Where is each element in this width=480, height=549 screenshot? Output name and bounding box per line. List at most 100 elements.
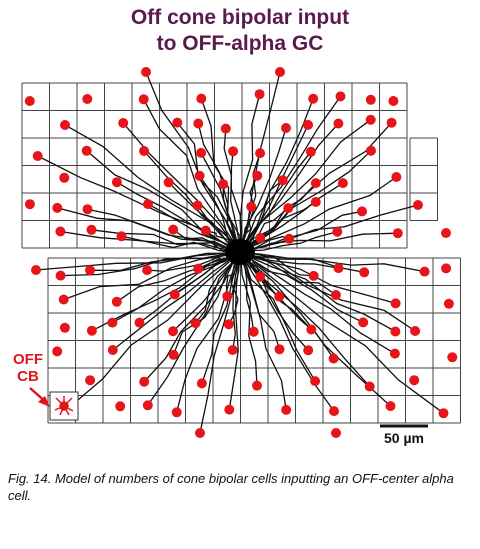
dendrite <box>143 98 235 244</box>
title-line: Off cone bipolar input <box>131 6 349 29</box>
bipolar-dot <box>24 96 35 106</box>
dendrite <box>240 259 258 386</box>
dendrite <box>112 257 233 351</box>
bipolar-dot <box>24 199 35 210</box>
dendrite <box>139 255 235 324</box>
bipolar-dot <box>141 67 151 77</box>
dendrite <box>89 252 232 272</box>
bipolar-dot <box>390 326 401 337</box>
bipolar-dot <box>447 352 458 363</box>
dendrite <box>64 124 230 245</box>
bipolar-dot <box>32 151 43 161</box>
bipolar-dot <box>391 172 402 182</box>
bipolar-dot <box>283 203 294 214</box>
bipolar-dot <box>310 178 321 189</box>
bipolar-dot <box>190 318 201 329</box>
bipolar-dot <box>86 224 97 235</box>
dendrite <box>222 184 241 248</box>
bipolar-dot <box>194 170 205 181</box>
bipolar-dot <box>330 290 341 300</box>
dendrite <box>244 182 317 249</box>
bipolar-dot <box>306 324 317 335</box>
bipolar-dot <box>228 146 239 157</box>
bipolar-dot <box>364 381 375 392</box>
bipolar-dot <box>115 401 126 412</box>
bipolar-dot <box>390 298 401 309</box>
bipolar-dot <box>200 225 211 236</box>
bipolar-dot <box>255 148 266 159</box>
dendrite <box>112 255 233 324</box>
bipolar-dot <box>85 265 95 276</box>
bipolar-dot <box>193 118 204 129</box>
dendrite <box>243 151 312 247</box>
bipolar-dot <box>254 89 265 100</box>
bipolar-dot <box>107 345 118 355</box>
dendrite <box>122 122 234 245</box>
dendrite <box>245 261 335 412</box>
bipolar-dot <box>134 317 145 328</box>
bipolar-dot <box>337 178 348 189</box>
bipolar-dot <box>81 145 92 156</box>
bipolar-dot <box>277 175 288 186</box>
dendrite <box>248 257 396 355</box>
bipolar-dot <box>111 177 122 188</box>
bipolar-dot <box>303 119 313 130</box>
dendrite <box>239 94 261 243</box>
dendrite <box>116 181 233 249</box>
dendrite <box>250 204 419 250</box>
bipolar-dot <box>224 404 235 415</box>
bipolar-dot <box>331 428 341 438</box>
bipolar-dot <box>142 400 153 411</box>
bipolar-dot <box>441 228 451 238</box>
dendrite <box>116 254 233 303</box>
bipolar-dot <box>142 265 153 276</box>
title-line: to OFF-alpha GC <box>157 32 324 55</box>
dendrites <box>35 71 444 434</box>
bipolar-dot <box>332 226 343 237</box>
dendrite <box>201 259 239 384</box>
bipolar-dot <box>365 114 376 125</box>
bipolar-dot <box>252 380 262 391</box>
dendrite <box>60 230 230 252</box>
bipolar-dot <box>82 94 93 104</box>
bipolar-dot <box>138 94 149 105</box>
bipolar-dot <box>143 199 153 210</box>
dendrite <box>168 181 237 249</box>
dendrite <box>241 71 281 242</box>
dendrite <box>228 261 241 410</box>
bipolar-dot <box>168 326 178 337</box>
arrow-head <box>38 396 50 407</box>
bipolar-dot <box>335 91 346 102</box>
dendrite <box>147 260 235 406</box>
cb-cell <box>54 396 74 416</box>
bipolar-dot <box>255 232 266 243</box>
bipolar-dot <box>392 228 403 239</box>
bipolar-dot <box>274 344 285 355</box>
bipolar-dot <box>86 325 97 336</box>
bipolar-dot <box>246 201 257 212</box>
bipolar-dot <box>163 177 174 188</box>
bipolar-dot <box>441 263 452 274</box>
dendrite <box>251 261 444 414</box>
bipolar-dots <box>24 67 458 438</box>
bipolar-dot <box>52 202 63 213</box>
bipolar-dot <box>443 298 454 309</box>
bipolar-dot <box>171 407 182 418</box>
bipolar-dot <box>55 226 66 237</box>
dendrite <box>176 261 237 413</box>
dendrite <box>242 261 287 411</box>
bipolar-dot <box>275 67 285 77</box>
dendrite <box>247 210 363 251</box>
bipolar-dot <box>118 118 129 128</box>
bipolar-dot <box>52 346 63 357</box>
dendrite <box>91 256 232 332</box>
bipolar-dot <box>192 200 203 211</box>
bipolar-dot <box>111 296 122 307</box>
bipolar-dot <box>58 294 69 305</box>
dendrite <box>147 203 235 250</box>
bipolar-dot <box>366 145 376 156</box>
bipolar-dot <box>389 348 400 359</box>
dendrite <box>195 255 238 324</box>
dendrite <box>35 252 228 271</box>
